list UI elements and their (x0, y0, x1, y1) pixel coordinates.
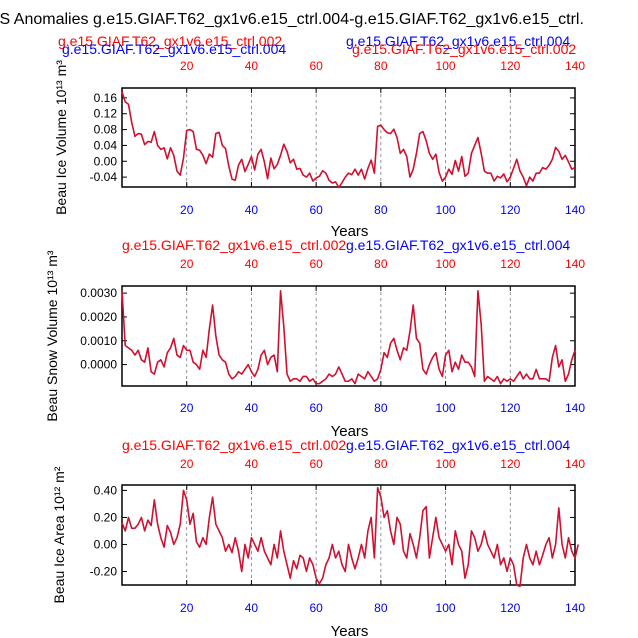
y-tick-label: 0.0030 (80, 286, 117, 300)
panel-snow-volume: 20 20 40 40 60 60 80 80 100 100 120 120 140 140 0.0000… (44, 237, 585, 440)
x-tick-label: 80 (374, 203, 388, 217)
series-line-ice-volume (121, 91, 576, 189)
panel-ice-area: 20 20 40 40 60 60 80 80 100 100 120 120 140 140 -0.20 0… (51, 437, 585, 638)
x-tick-label: 140 (565, 401, 585, 415)
x-tick-label-top: 40 (245, 257, 259, 271)
x-tick-label-top: 120 (500, 59, 520, 73)
panel-title-right: g.e15.GIAF.T62_gx1v6.e15_ctrl.004 (346, 237, 570, 253)
y-tick-label: 0.12 (94, 107, 118, 121)
x-tick-label-top: 20 (180, 457, 194, 471)
x-tick-label-top: 120 (500, 457, 520, 471)
x-tick-label: 20 (180, 203, 194, 217)
x-tick-label: 60 (309, 601, 323, 615)
panel-title-top-right: g.e15.GIAF.T62_gx1v6.e15_ctrl.004 (346, 33, 570, 49)
x-tick-label-top: 80 (374, 457, 388, 471)
y-tick-label: 0.00 (94, 537, 118, 551)
panel-title-top-left: g.e15.GIAF.T62_gx1v6.e15_ctrl.002 (58, 33, 282, 49)
x-tick-label: 140 (565, 601, 585, 615)
x-tick-label: 120 (500, 601, 520, 615)
x-tick-label-top: 60 (309, 59, 323, 73)
x-tick-label: 20 (180, 401, 194, 415)
x-tick-label-top: 100 (436, 457, 456, 471)
plot-frame (121, 484, 576, 586)
y-axis-label: Beau Ice Area 10¹² m² (51, 466, 67, 603)
y-tick-label: 0.0020 (80, 310, 117, 324)
panel-ice-volume: 20 20 40 40 60 60 80 80 100 100 120 120 140 140 -0.04 0… (53, 33, 585, 240)
y-tick-label: -0.04 (90, 170, 118, 184)
x-tick-label-top: 140 (565, 257, 585, 271)
x-axis-label: Years (331, 623, 369, 638)
x-tick-label-top: 140 (565, 457, 585, 471)
x-tick-label: 120 (500, 401, 520, 415)
x-tick-label-top: 20 (180, 59, 194, 73)
x-axis-label: Years (331, 223, 369, 240)
x-tick-label: 140 (565, 203, 585, 217)
x-tick-label-top: 80 (374, 59, 388, 73)
plot-frame (121, 87, 576, 188)
x-tick-label: 100 (436, 601, 456, 615)
x-axis-label: Years (331, 423, 369, 440)
x-tick-label-top: 140 (565, 59, 585, 73)
y-tick-label: 0.20 (94, 510, 118, 524)
x-tick-label: 100 (436, 203, 456, 217)
x-tick-label: 80 (374, 401, 388, 415)
panel-title-right: g.e15.GIAF.T62_gx1v6.e15_ctrl.004 (346, 437, 570, 453)
series-line-ice-area (121, 486, 580, 588)
x-tick-label-top: 100 (436, 257, 456, 271)
series-line-snow-volume (121, 289, 576, 385)
panel-title-left: g.e15.GIAF.T62_gx1v6.e15_ctrl.002 (122, 437, 346, 453)
panel-title-left: g.e15.GIAF.T62_gx1v6.e15_ctrl.002 (122, 237, 346, 253)
x-tick-label: 60 (309, 203, 323, 217)
y-tick-label: 0.40 (94, 483, 118, 497)
y-tick-label: 0.04 (94, 138, 118, 152)
x-tick-label-top: 100 (436, 59, 456, 73)
panel-title-right: g.e15.GIAF.T62_gx1v6.e15_ctrl.002 (352, 41, 576, 57)
y-axis-label: Beau Snow Volume 10¹³ m³ (44, 250, 60, 422)
panel-title-left: g.e15.GIAF.T62_gx1v6.e15_ctrl.004 (62, 41, 286, 57)
y-tick-label: 0.16 (94, 91, 118, 105)
x-tick-label: 40 (245, 601, 259, 615)
x-tick-label-top: 60 (309, 257, 323, 271)
x-tick-label-top: 40 (245, 457, 259, 471)
y-tick-label: -0.20 (90, 564, 118, 578)
y-tick-label: 0.00 (94, 154, 118, 168)
x-tick-label: 60 (309, 401, 323, 415)
x-tick-label-top: 80 (374, 257, 388, 271)
x-tick-label-top: 40 (245, 59, 259, 73)
x-tick-label: 20 (180, 601, 194, 615)
x-tick-label-top: 60 (309, 457, 323, 471)
y-tick-label: 0.08 (94, 123, 118, 137)
y-tick-label: 0.0010 (80, 334, 117, 348)
x-tick-label: 100 (436, 401, 456, 415)
x-tick-label: 40 (245, 401, 259, 415)
x-tick-label-top: 20 (180, 257, 194, 271)
x-tick-label: 80 (374, 601, 388, 615)
y-tick-label: 0.0000 (80, 358, 117, 372)
x-tick-label: 120 (500, 203, 520, 217)
plot-frame (121, 285, 576, 387)
x-tick-label: 40 (245, 203, 259, 217)
page-title: CS Anomalies g.e15.GIAF.T62_gx1v6.e15_ct… (0, 11, 584, 28)
y-axis-label: Beau Ice Volume 10¹³ m³ (53, 60, 69, 215)
x-tick-label-top: 120 (500, 257, 520, 271)
